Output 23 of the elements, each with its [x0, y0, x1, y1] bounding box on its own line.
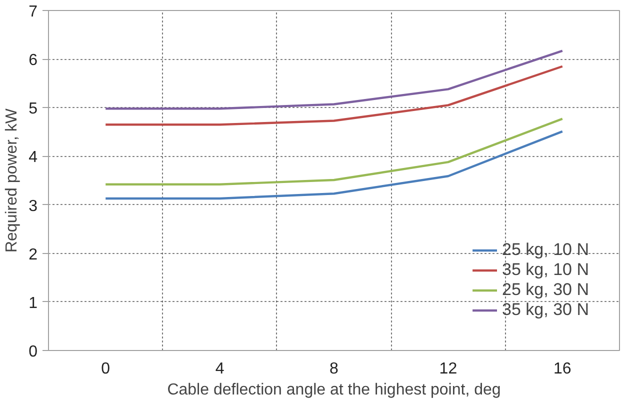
y-tick-label: 7	[28, 4, 38, 20]
legend-label: 35 kg, 30 N	[502, 300, 589, 320]
legend-label: 25 kg, 10 N	[502, 240, 589, 260]
x-tick-label: 12	[439, 360, 458, 378]
line-series	[104, 50, 564, 110]
x-axis-title: Cable deflection angle at the highest point, deg	[167, 382, 501, 398]
y-tick-label: 4	[28, 149, 38, 166]
y-tick-label: 1	[28, 294, 38, 312]
x-tick-label: 8	[330, 360, 339, 378]
line-series	[104, 130, 564, 200]
y-tick-label: 5	[28, 100, 38, 118]
y-tick-label: 3	[28, 198, 38, 215]
x-tick-label: 0	[101, 360, 110, 378]
line-series	[104, 65, 564, 126]
x-tick-label: 4	[215, 360, 224, 378]
line-series	[104, 118, 564, 186]
y-tick-label: 2	[28, 246, 38, 264]
y-axis-title: Required power, kW	[4, 108, 21, 253]
y-tick-label: 6	[28, 52, 38, 70]
x-tick-label: 16	[554, 360, 572, 378]
y-tick-label: 0	[28, 344, 38, 360]
legend-label: 25 kg, 30 N	[502, 280, 589, 300]
legend-label: 35 kg, 10 N	[502, 260, 589, 280]
